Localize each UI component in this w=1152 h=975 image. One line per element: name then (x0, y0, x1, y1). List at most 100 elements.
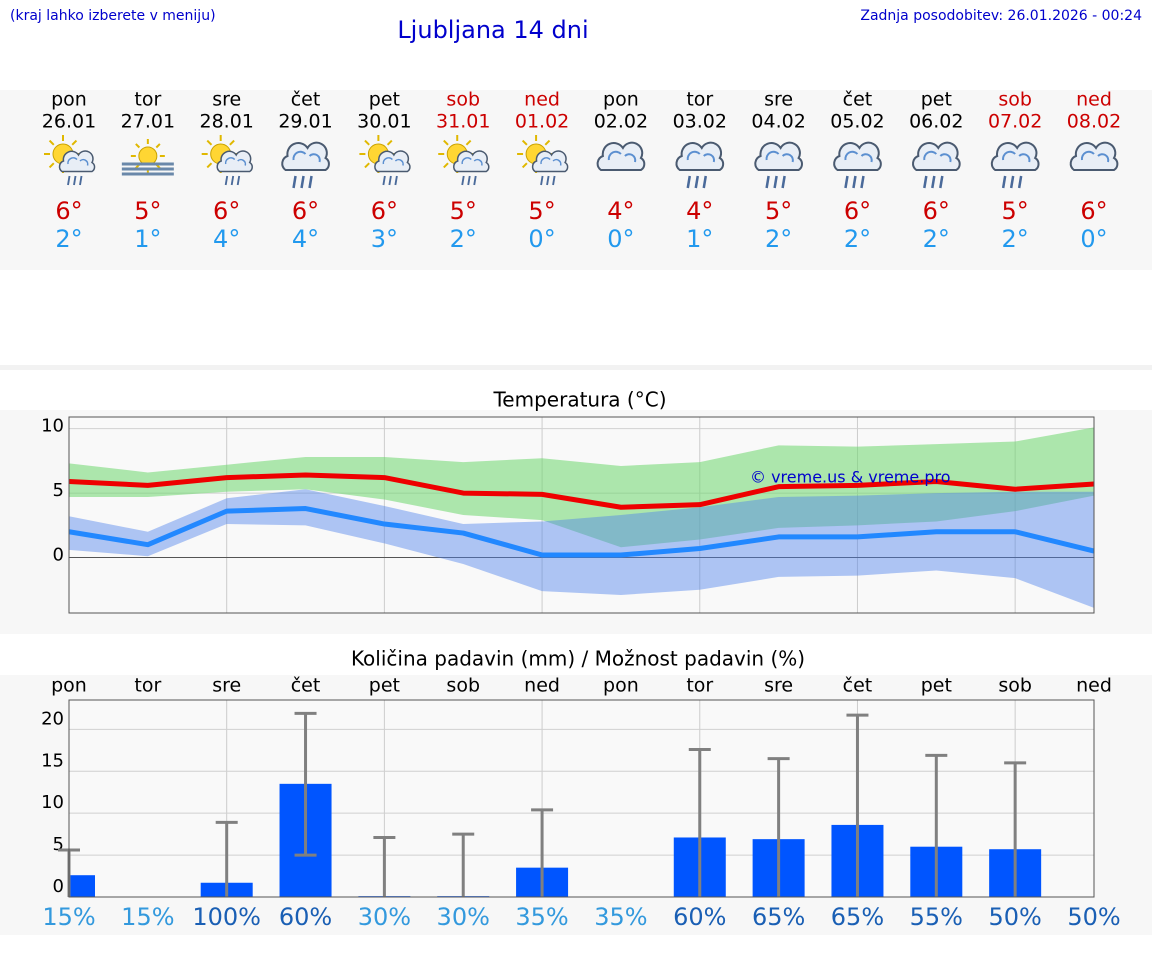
sun-ray (229, 139, 235, 146)
day-name: sob (998, 89, 1032, 111)
day-date: 04.02 (751, 111, 805, 133)
cloud-detail (607, 150, 637, 163)
min-temp: 2° (765, 225, 792, 253)
rain-drop (394, 175, 398, 186)
hint[interactable]: (kraj lahko izberete v meniju) (10, 8, 216, 24)
separator (0, 365, 1152, 370)
day-name: ned (524, 89, 560, 111)
cloud-detail (292, 150, 321, 163)
weather-icon (596, 141, 646, 171)
min-temp: 2° (1002, 225, 1029, 253)
max-temp: 6° (1080, 197, 1107, 225)
rain-drop (931, 175, 936, 189)
weather-icon (754, 141, 803, 189)
x-tick-label: sre (764, 675, 793, 697)
x-tick-label: pon (603, 675, 639, 697)
max-temp: 6° (844, 197, 871, 225)
rain-drop (1017, 175, 1023, 189)
temp-line (68, 506, 1095, 558)
sun-ray (71, 139, 78, 146)
chart-title: Temperatura (°C) (492, 388, 666, 412)
sun-ray (443, 139, 449, 146)
cloud (833, 141, 882, 189)
y-tick-label: 0 (53, 545, 64, 566)
y-tick-label: 10 (41, 416, 64, 437)
max-temp: 6° (55, 197, 82, 225)
day-date: 27.01 (121, 111, 175, 133)
sun-ray (206, 139, 213, 146)
y-tick-label: 0 (53, 876, 64, 897)
x-tick-label: sob (446, 675, 480, 697)
sun-ray (364, 162, 370, 169)
day-date: 26.01 (42, 111, 96, 133)
max-temp: 5° (765, 197, 792, 225)
sun-ray (155, 143, 161, 149)
x-tick-label: tor (686, 675, 713, 697)
weather-icon (517, 135, 569, 186)
annotation: © vreme.us & vreme.pro (750, 468, 951, 487)
day-date: 03.02 (673, 111, 727, 133)
day-name: pet (921, 89, 952, 111)
weather-icon (281, 141, 330, 189)
range-band (69, 489, 1094, 608)
plot-frame (68, 699, 1095, 898)
weather-icon (44, 135, 96, 186)
day-date: 07.02 (988, 111, 1042, 133)
y-tick-label: 20 (41, 708, 64, 729)
sun (138, 146, 158, 166)
min-temp: 0° (528, 225, 555, 253)
error-bar (688, 747, 711, 897)
day-name: čet (291, 89, 321, 111)
rain-drop (694, 175, 700, 189)
cloud-shape (216, 150, 253, 173)
x-tick-label: ned (1076, 675, 1112, 697)
day-name: pon (51, 89, 87, 111)
cloud-shape (596, 141, 646, 171)
min-temp: 0° (607, 225, 634, 253)
min-temp: 2° (844, 225, 871, 253)
rain-drop (686, 175, 692, 189)
day-date: 08.02 (1067, 111, 1121, 133)
day-name: sre (764, 89, 793, 111)
rain-drop (844, 175, 849, 189)
x-tick-label: pon (51, 675, 87, 697)
x-tick-label: sob (998, 675, 1032, 697)
rain-drop (702, 175, 708, 189)
error-bar (215, 820, 238, 897)
y-tick-label: 5 (53, 834, 64, 855)
rain-drop (236, 175, 241, 186)
error-bar (925, 753, 948, 897)
min-temp: 0° (1080, 225, 1107, 253)
day-date: 28.01 (199, 111, 253, 133)
day-name: čet (843, 89, 873, 111)
weather-icon (359, 135, 411, 186)
plot-frame (68, 416, 1095, 614)
x-tick-label: ned (524, 675, 560, 697)
min-temp: 1° (134, 225, 161, 253)
cloud-detail (844, 150, 873, 163)
cloud-detail (765, 150, 794, 163)
day-date: 30.01 (357, 111, 411, 133)
cloud-shape (990, 141, 1040, 171)
rain-drop (852, 175, 857, 189)
x-tick-label: čet (843, 675, 873, 697)
error-bar (1004, 761, 1027, 897)
rain-drop (308, 175, 313, 189)
chance-label: 60% (279, 903, 332, 931)
chance-label: 65% (831, 903, 884, 931)
cloud (1069, 141, 1119, 171)
sun-ray (443, 162, 449, 169)
min-temp: 2° (450, 225, 477, 253)
rain-drop (1009, 175, 1015, 189)
min-temp: 2° (923, 225, 950, 253)
rain-drop (860, 175, 865, 189)
x-tick-label: sre (212, 675, 241, 697)
cloud-shape (531, 150, 569, 173)
rain-drop (292, 175, 297, 189)
sun-ray (521, 162, 528, 169)
error-bar (373, 835, 396, 897)
day-name: pet (369, 89, 400, 111)
day-date: 31.01 (436, 111, 490, 133)
